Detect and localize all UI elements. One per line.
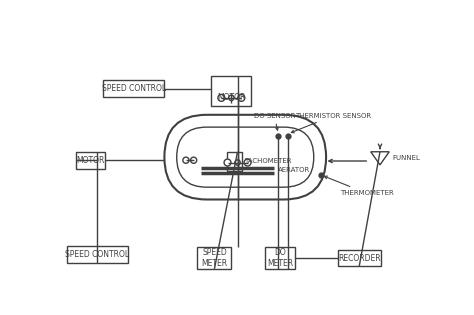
Circle shape — [228, 95, 234, 100]
Text: AERATOR: AERATOR — [278, 167, 310, 173]
Circle shape — [238, 94, 245, 101]
Text: RECORDER: RECORDER — [338, 254, 381, 262]
Bar — [265, 247, 294, 269]
FancyBboxPatch shape — [177, 127, 314, 187]
Circle shape — [244, 159, 251, 166]
Text: DO SENSOR: DO SENSOR — [254, 113, 295, 130]
Text: DO
METER: DO METER — [267, 248, 293, 268]
Bar — [211, 76, 251, 106]
Circle shape — [218, 94, 225, 101]
Text: MOTOR: MOTOR — [76, 156, 105, 165]
Text: SPEED CONTROL: SPEED CONTROL — [101, 84, 165, 93]
Text: MOTOR: MOTOR — [217, 93, 246, 102]
Circle shape — [191, 157, 197, 163]
FancyBboxPatch shape — [164, 115, 326, 199]
Circle shape — [224, 159, 231, 166]
Circle shape — [183, 157, 189, 163]
Text: TACHOMETER: TACHOMETER — [245, 158, 292, 164]
Text: THERMISTOR SENSOR: THERMISTOR SENSOR — [292, 113, 372, 133]
Bar — [198, 247, 231, 269]
Text: SPEED CONTROL: SPEED CONTROL — [65, 250, 129, 259]
Bar — [76, 152, 105, 169]
Circle shape — [235, 160, 240, 165]
Bar — [227, 152, 242, 171]
Bar — [103, 80, 164, 97]
Text: FUNNEL: FUNNEL — [392, 155, 420, 161]
Text: THERMOMETER: THERMOMETER — [324, 176, 394, 196]
Bar — [66, 246, 128, 263]
Bar — [337, 249, 381, 266]
Text: SPEED
METER: SPEED METER — [201, 248, 228, 268]
